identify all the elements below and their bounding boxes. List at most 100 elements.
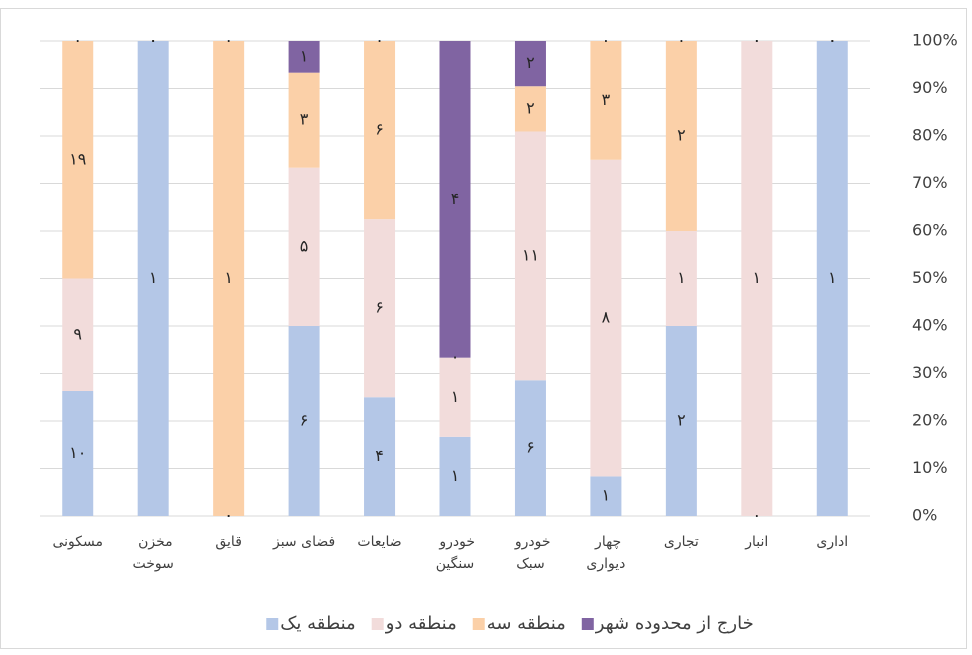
bar-segment	[590, 159, 622, 477]
legend-label: خارج از محدوده شهر	[595, 613, 754, 634]
bar-segment	[514, 86, 546, 132]
y-tick-label: 20%	[912, 411, 948, 430]
data-label: ۰	[149, 31, 158, 50]
data-label: ۶	[375, 120, 384, 139]
legend-swatch	[266, 618, 279, 630]
data-label: ۹	[73, 324, 82, 343]
bar-segment	[514, 131, 546, 381]
data-label: ۶	[526, 438, 535, 457]
data-label: ۲	[526, 98, 535, 117]
data-label: ۰	[753, 31, 762, 50]
data-label: ۱	[828, 268, 837, 287]
x-tick-label: انبار	[744, 534, 768, 550]
data-label: ۰	[677, 31, 686, 50]
legend-label: منطقه سه	[487, 613, 566, 634]
data-label: ۵	[300, 236, 309, 255]
x-tick-label: چهار دیواری	[586, 534, 625, 572]
bar-segment	[439, 41, 471, 358]
bar-segment	[288, 41, 320, 73]
y-tick-label: 60%	[912, 221, 948, 240]
data-label: ۸	[602, 308, 611, 327]
data-label: ۳	[602, 90, 611, 109]
x-tick-label: خودرو سبک	[510, 534, 550, 572]
y-tick-label: 10%	[912, 458, 948, 477]
data-label: ۴	[375, 446, 384, 465]
data-label: ۰	[828, 31, 837, 50]
data-label: ۰	[753, 31, 762, 50]
data-label: ۰	[828, 31, 837, 50]
bar-segment	[288, 72, 320, 168]
x-tick-label: فضای سبز	[272, 534, 335, 550]
data-label: ۰	[753, 506, 762, 525]
y-tick-label: 70%	[912, 173, 948, 192]
data-label: ۰	[602, 31, 611, 50]
data-label: ۰	[828, 31, 837, 50]
y-tick-label: 100%	[912, 31, 958, 50]
data-label: ۲	[677, 126, 686, 145]
data-label: ۰	[149, 31, 158, 50]
data-label: ۰	[224, 31, 233, 50]
bar-segment	[514, 380, 546, 516]
legend-swatch	[371, 618, 384, 630]
bar-segment	[288, 326, 320, 516]
data-label: ۲	[526, 53, 535, 72]
data-label: ۳	[300, 110, 309, 129]
bar-segment	[62, 391, 94, 516]
data-label: ۱	[602, 486, 611, 505]
bar-segment	[364, 219, 396, 398]
x-tick-label: ضایعات	[357, 534, 401, 550]
bar-segment	[741, 41, 773, 516]
legend-label: منطقه یک	[280, 613, 355, 634]
data-label: ۱۱	[522, 245, 539, 264]
y-tick-label: 30%	[912, 363, 948, 382]
bar-segment	[364, 41, 396, 220]
data-label: ۱۹	[69, 149, 86, 168]
legend-swatch	[581, 618, 594, 630]
x-tick-label: قایق	[215, 534, 242, 550]
bar-segment	[137, 41, 169, 516]
x-tick-label: مسکونی	[52, 534, 103, 550]
bar-segment	[62, 278, 94, 391]
bar-segment	[514, 41, 546, 87]
x-tick-label: تجاری	[664, 534, 699, 550]
data-label: ۱	[149, 268, 158, 287]
y-tick-label: 50%	[912, 268, 948, 287]
bar-segment	[665, 41, 697, 231]
data-label: ۰	[375, 31, 384, 50]
data-label: ۱	[677, 268, 686, 287]
bar-segment	[213, 41, 245, 516]
bar-segment	[816, 41, 848, 516]
bar-segment	[62, 41, 94, 279]
bar-segment	[288, 167, 320, 326]
data-label: ۰	[73, 31, 82, 50]
legend-label: منطقه دو	[385, 613, 457, 634]
data-label: ۱	[451, 387, 460, 406]
x-tick-label: مخزن سوخت	[132, 534, 173, 572]
data-label: ۰	[149, 31, 158, 50]
bar-segment	[665, 231, 697, 326]
data-label: ۱	[753, 268, 762, 287]
y-tick-label: 80%	[912, 126, 948, 145]
data-label: ۱۰	[69, 443, 86, 462]
data-label: ۴	[451, 189, 460, 208]
x-tick-label: اداری	[816, 534, 848, 550]
data-label: ۱	[300, 46, 309, 65]
data-label: ۶	[375, 298, 384, 317]
x-tick-label: خودرو سنگین	[435, 534, 475, 572]
bar-segment	[439, 357, 471, 437]
data-label: ۱	[224, 268, 233, 287]
y-tick-label: 0%	[912, 506, 937, 525]
bar-segment	[364, 397, 396, 516]
bar-segment	[439, 436, 471, 516]
data-label: ۱	[451, 466, 460, 485]
data-label: ۰	[224, 506, 233, 525]
data-label: ۲	[677, 411, 686, 430]
bar-segment	[665, 326, 697, 516]
bar-segment	[590, 41, 622, 160]
bar-segment	[590, 476, 622, 516]
y-tick-label: 90%	[912, 78, 948, 97]
data-label: ۰	[224, 506, 233, 525]
y-tick-label: 40%	[912, 316, 948, 335]
legend-swatch	[472, 618, 485, 630]
